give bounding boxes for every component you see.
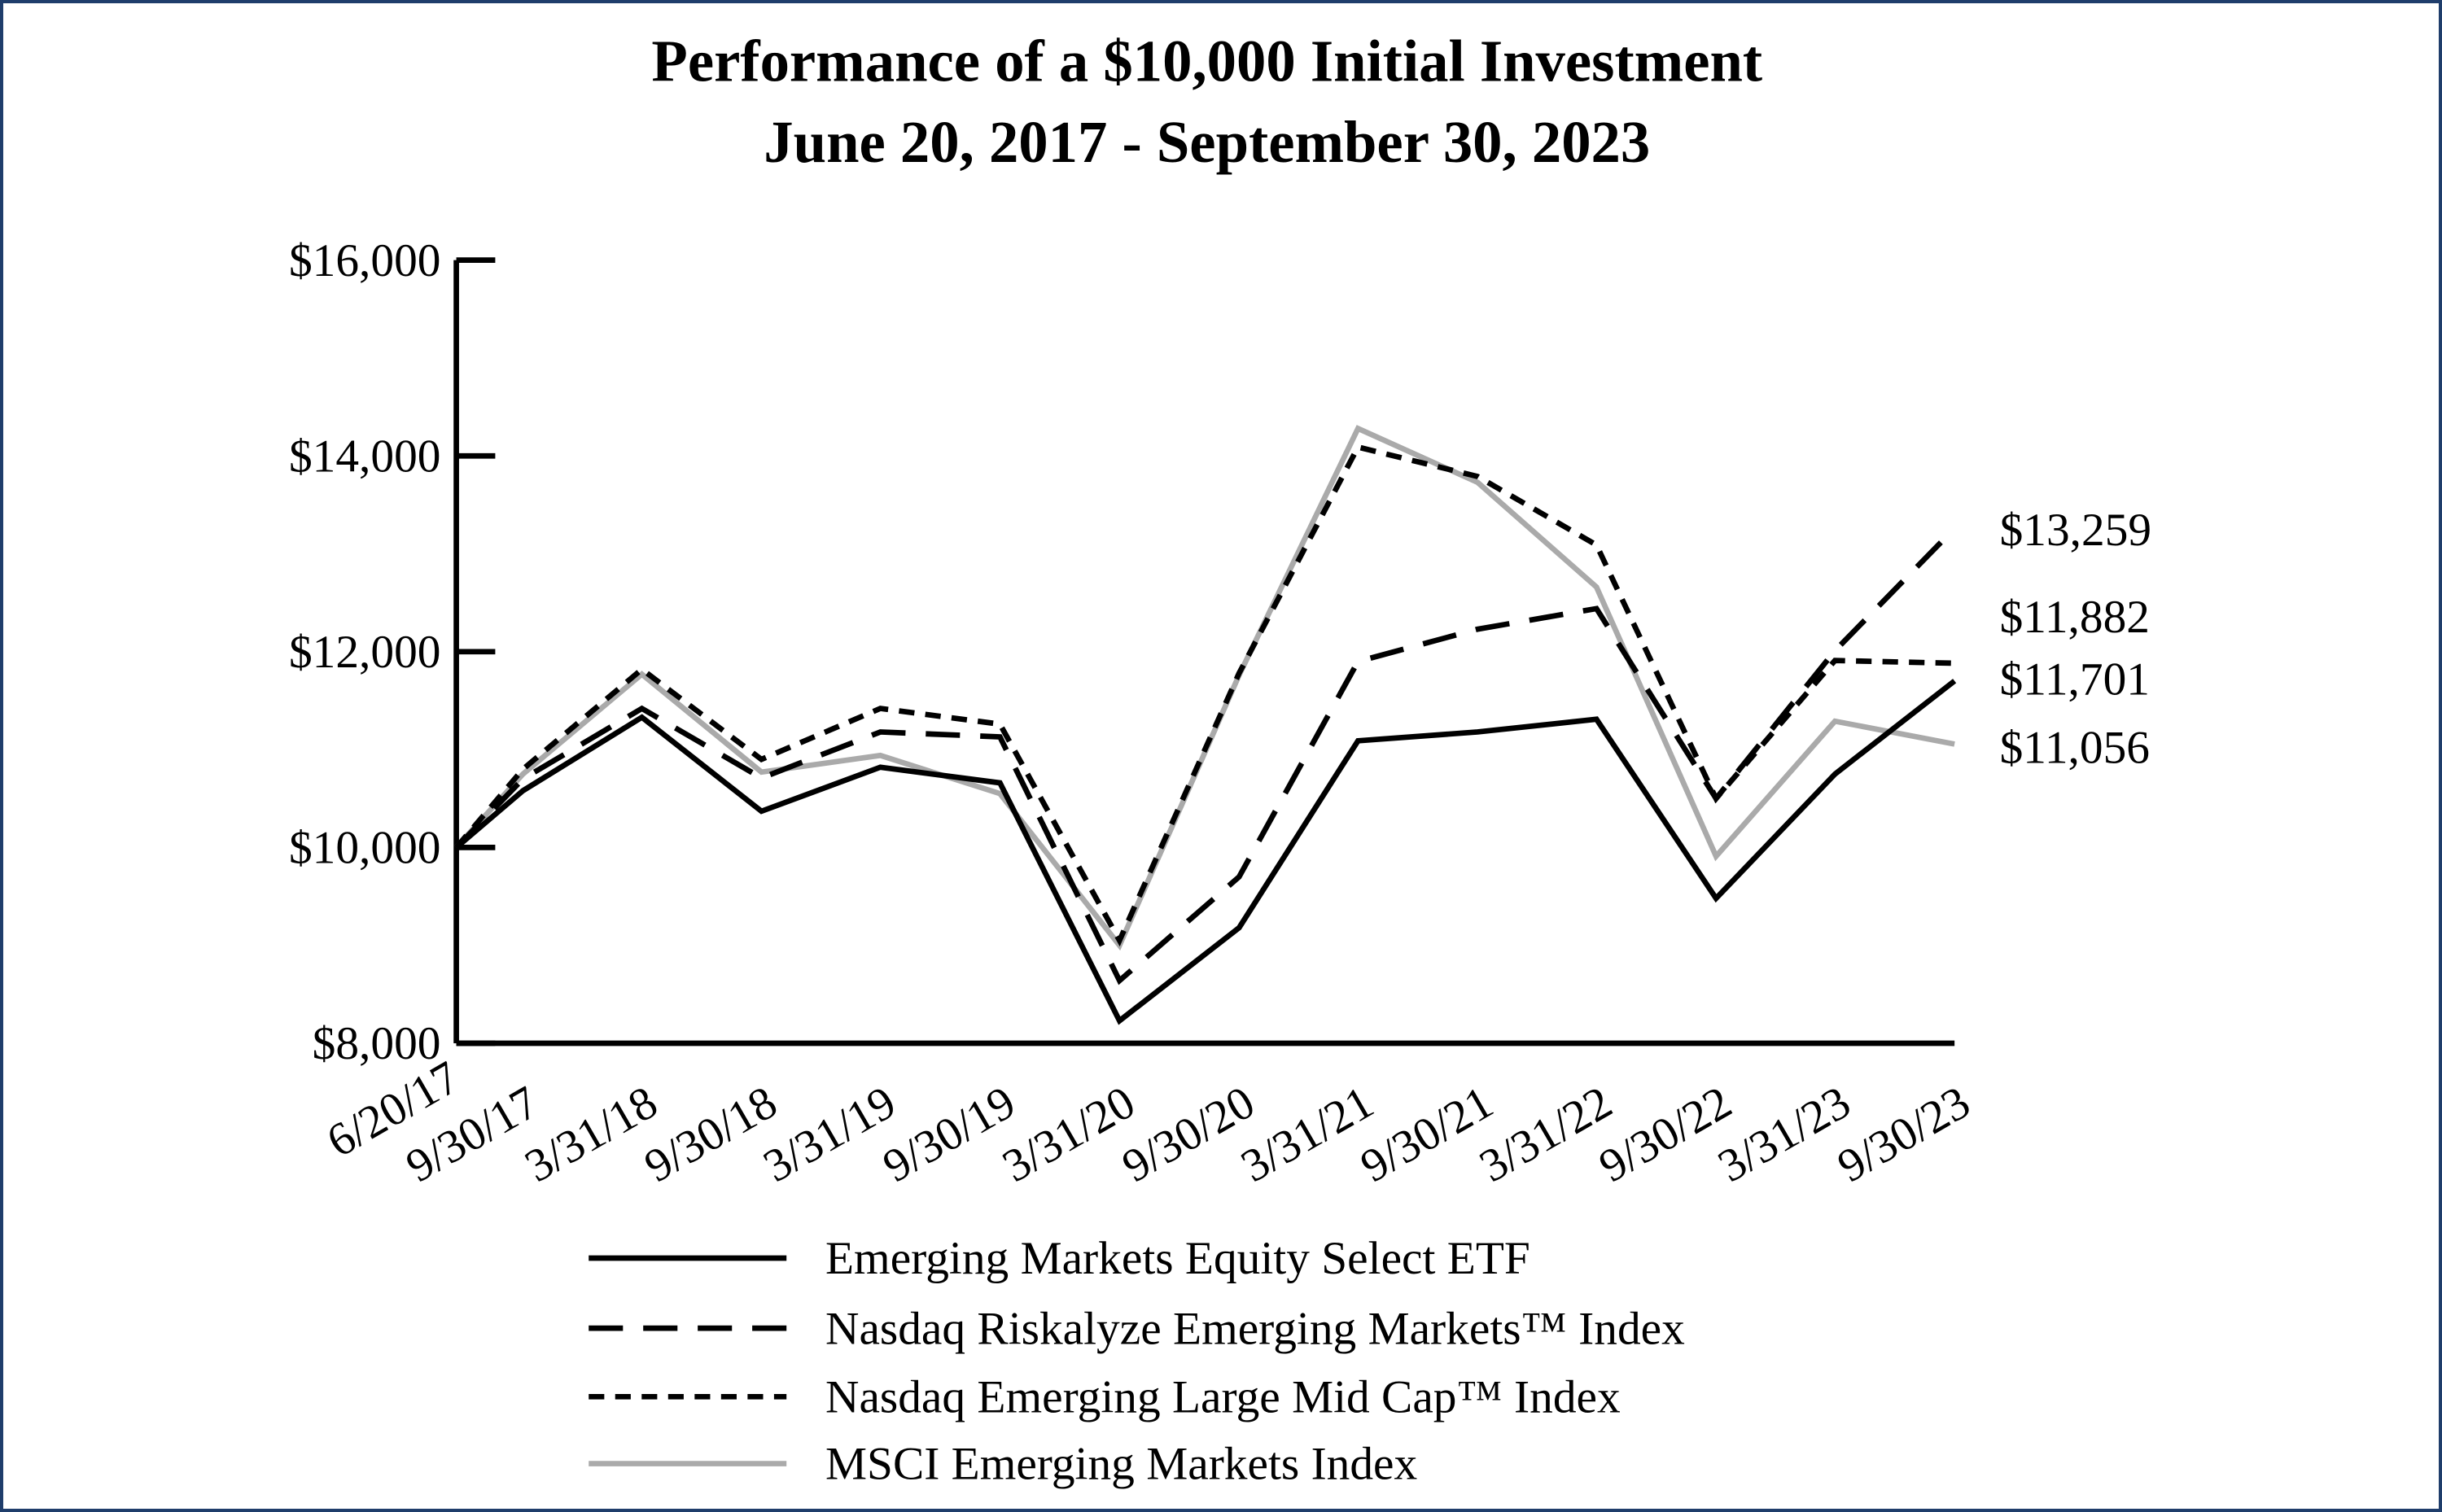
end-value-label: $11,056 xyxy=(2000,723,2150,774)
chart-title: Performance of a $10,000 Initial Investm… xyxy=(651,28,1762,94)
end-value-label: $11,882 xyxy=(2000,592,2150,643)
x-tick-label: 9/30/18 xyxy=(637,1077,786,1192)
series-line xyxy=(454,444,1955,947)
end-value-label: $13,259 xyxy=(2000,505,2151,556)
x-tick-label: 9/30/23 xyxy=(1829,1077,1978,1192)
x-tick-label: 3/31/19 xyxy=(755,1077,904,1192)
series-line xyxy=(454,425,1955,951)
y-axis: $8,000 $10,000 $12,000 $14,000 $16,000 xyxy=(289,235,496,1069)
x-tick-label: 9/30/20 xyxy=(1114,1077,1263,1192)
legend-label: MSCI Emerging Markets Index xyxy=(825,1439,1417,1490)
end-labels: $11,701 $13,259 $11,882 $11,056 xyxy=(2000,505,2151,774)
y-tick-label: $8,000 xyxy=(313,1018,441,1069)
series-lines xyxy=(454,425,1957,1025)
end-value-label: $11,701 xyxy=(2000,653,2150,705)
x-tick-label: 3/31/23 xyxy=(1709,1077,1858,1192)
x-tick-label: 9/30/21 xyxy=(1352,1077,1501,1192)
x-tick-label: 3/31/20 xyxy=(994,1077,1143,1192)
x-tick-label: 3/31/22 xyxy=(1471,1077,1620,1192)
chart-subtitle: June 20, 2017 - September 30, 2023 xyxy=(764,109,1650,175)
series-line xyxy=(454,679,1957,1025)
y-tick-label: $16,000 xyxy=(289,235,440,286)
legend-label: Nasdaq Emerging Large Mid Cap™ Index xyxy=(825,1371,1621,1422)
legend-label: Emerging Markets Equity Select ETF xyxy=(825,1233,1530,1284)
y-tick-label: $14,000 xyxy=(289,430,440,482)
x-tick-label: 3/31/18 xyxy=(517,1077,666,1192)
y-tick-label: $10,000 xyxy=(289,823,440,874)
legend-label: Nasdaq Riskalyze Emerging Markets™ Index xyxy=(825,1303,1685,1354)
x-tick-label: 9/30/19 xyxy=(875,1077,1024,1192)
x-tick-label: 9/30/22 xyxy=(1591,1077,1740,1192)
y-tick-label: $12,000 xyxy=(289,627,440,678)
x-tick-label: 3/31/21 xyxy=(1232,1077,1381,1192)
legend: Emerging Markets Equity Select ETF Nasdaq… xyxy=(589,1233,1685,1490)
x-axis: 6/20/179/30/173/31/189/30/183/31/199/30/… xyxy=(318,1040,1979,1192)
